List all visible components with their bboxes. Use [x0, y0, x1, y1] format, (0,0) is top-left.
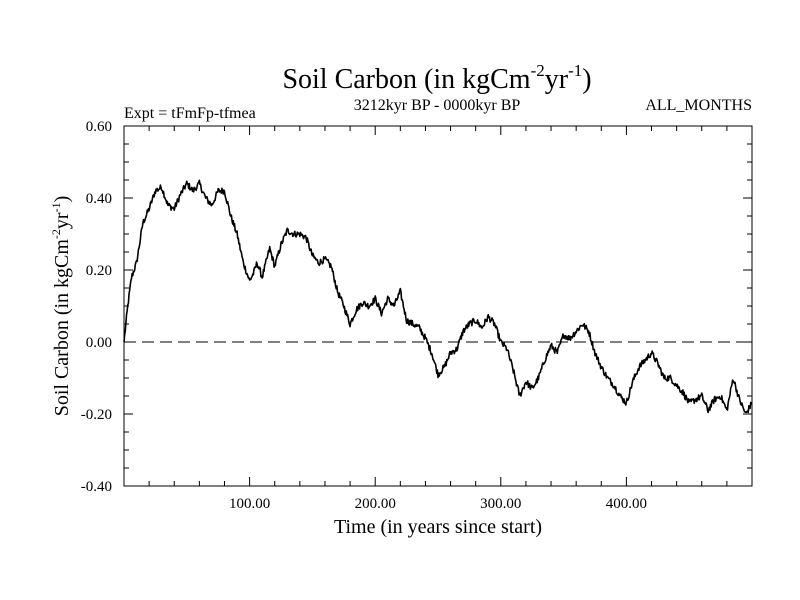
y-axis-label: Soil Carbon (in kgCm-2yr-1) — [49, 196, 73, 417]
chart-title: Soil Carbon (in kgCm-2yr-1) — [282, 61, 591, 95]
y-tick-label: -0.40 — [81, 479, 112, 495]
subtitle-center: 3212kyr BP - 0000kyr BP — [354, 97, 521, 114]
x-tick-label: 100.00 — [229, 496, 270, 512]
axis-ticks — [124, 126, 752, 486]
series-line-soil-carbon — [124, 180, 752, 412]
subtitle-left: Expt = tFmFp-tfmea — [124, 105, 256, 122]
chart: Soil Carbon (in kgCm-2yr-1) Expt = tFmFp… — [0, 0, 800, 600]
y-tick-label: 0.40 — [86, 191, 112, 207]
x-tick-label: 400.00 — [606, 496, 647, 512]
plot-frame — [124, 126, 752, 486]
x-tick-labels: 100.00 200.00 300.00 400.00 — [229, 496, 647, 512]
x-axis-label: Time (in years since start) — [334, 516, 542, 538]
x-tick-label: 200.00 — [355, 496, 396, 512]
y-tick-labels: -0.40 -0.20 0.00 0.20 0.40 0.60 — [81, 119, 112, 495]
y-tick-label: 0.60 — [86, 119, 112, 135]
subtitle-right: ALL_MONTHS — [645, 97, 752, 114]
x-tick-label: 300.00 — [480, 496, 521, 512]
y-tick-label: -0.20 — [81, 407, 112, 423]
y-tick-label: 0.20 — [86, 263, 112, 279]
y-tick-label: 0.00 — [86, 335, 112, 351]
